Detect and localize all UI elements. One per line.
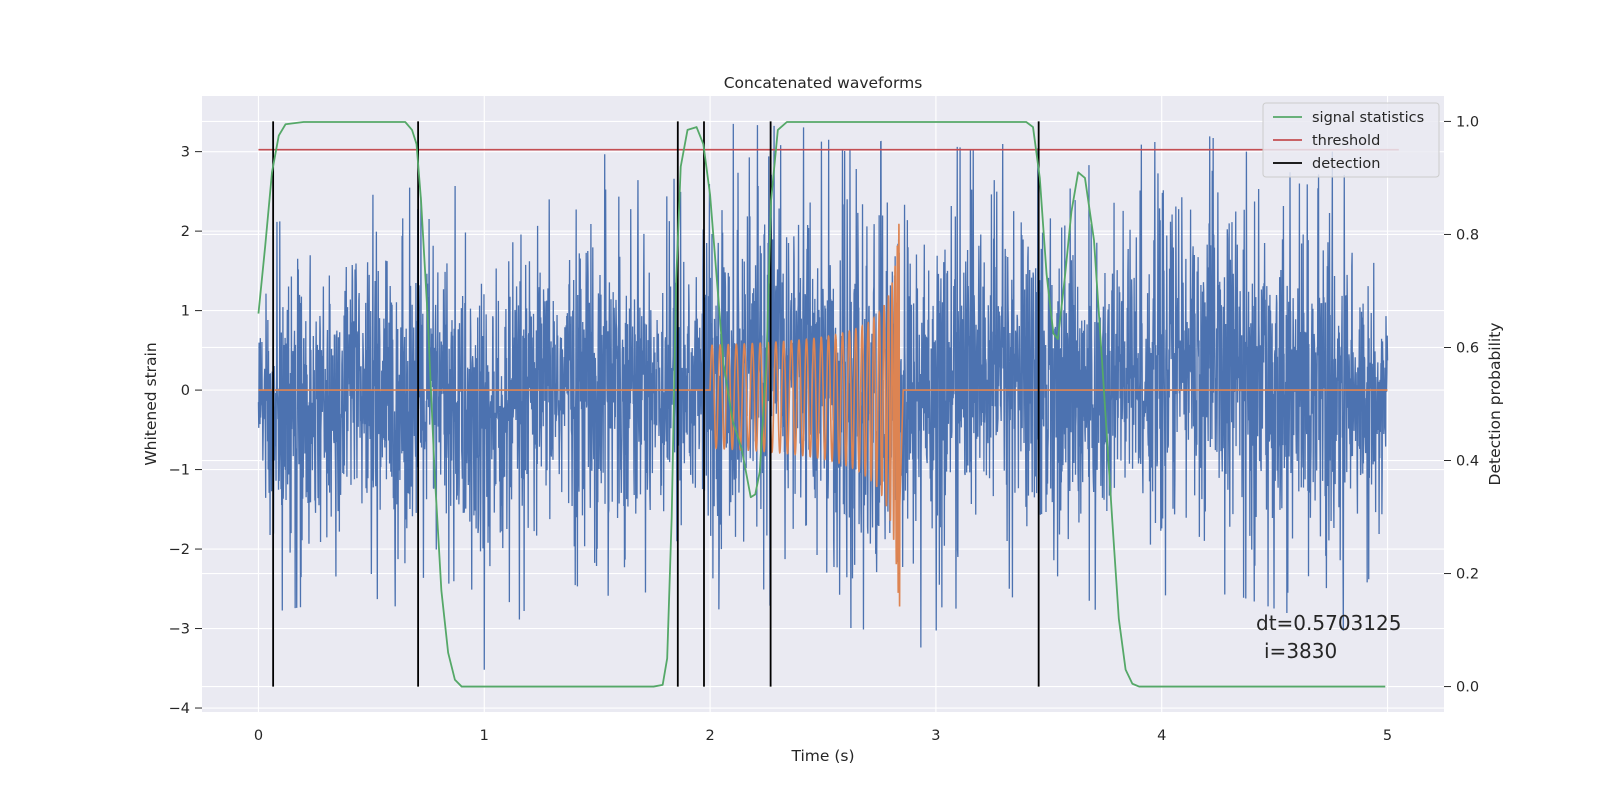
y-tick-label: 1	[181, 304, 190, 320]
y-tick-label: −3	[169, 622, 190, 638]
x-tick-label: 2	[705, 728, 714, 744]
y2-tick-label: 0.0	[1456, 680, 1479, 696]
injected-waveform-series	[258, 223, 1388, 607]
y2-tick-label: 0.2	[1456, 567, 1479, 583]
x-tick-label: 0	[254, 728, 263, 744]
legend: signal statistics threshold detection	[1262, 102, 1440, 178]
annotation-dt: dt=0.5703125	[1256, 611, 1401, 635]
y2-tick-label: 0.8	[1456, 227, 1479, 243]
y-axis-label: Whitened strain	[142, 342, 160, 465]
y-tick-label: 2	[181, 224, 190, 240]
strain-series	[257, 123, 1389, 670]
y-tick-label: −4	[169, 701, 190, 717]
x-tick-label: 5	[1383, 728, 1392, 744]
chart-title: Concatenated waveforms	[724, 74, 923, 92]
legend-label-detection: detection	[1312, 156, 1380, 172]
y-ticks: −4 −3 −2 −1 0 1 2 3	[169, 145, 202, 717]
x-ticks: 0 1 2 3 4 5	[254, 728, 1392, 744]
legend-label-signal-statistics: signal statistics	[1312, 110, 1424, 126]
y-tick-label: 3	[181, 145, 190, 161]
y-tick-label: 0	[181, 383, 190, 399]
x-tick-label: 4	[1157, 728, 1166, 744]
y2-tick-label: 0.6	[1456, 340, 1479, 356]
y-tick-label: −2	[169, 542, 190, 558]
x-tick-label: 3	[931, 728, 940, 744]
y-tick-label: −1	[169, 463, 190, 479]
annotation-i: i=3830	[1264, 639, 1337, 663]
legend-label-threshold: threshold	[1312, 133, 1380, 149]
detection-series	[272, 121, 1040, 687]
y2-tick-label: 1.0	[1456, 114, 1479, 130]
y2-axis-label: Detection probability	[1486, 323, 1504, 486]
x-axis-label: Time (s)	[790, 747, 854, 765]
signal-statistics-line	[257, 121, 1386, 688]
y2-tick-label: 0.4	[1456, 454, 1479, 470]
strain-line	[257, 123, 1389, 670]
y2-ticks: 0.0 0.2 0.4 0.6 0.8 1.0	[1444, 114, 1479, 696]
signal-statistics-series	[257, 121, 1386, 688]
legend-box	[1262, 102, 1440, 178]
injected-waveform-line	[258, 223, 1388, 607]
x-tick-label: 1	[480, 728, 489, 744]
